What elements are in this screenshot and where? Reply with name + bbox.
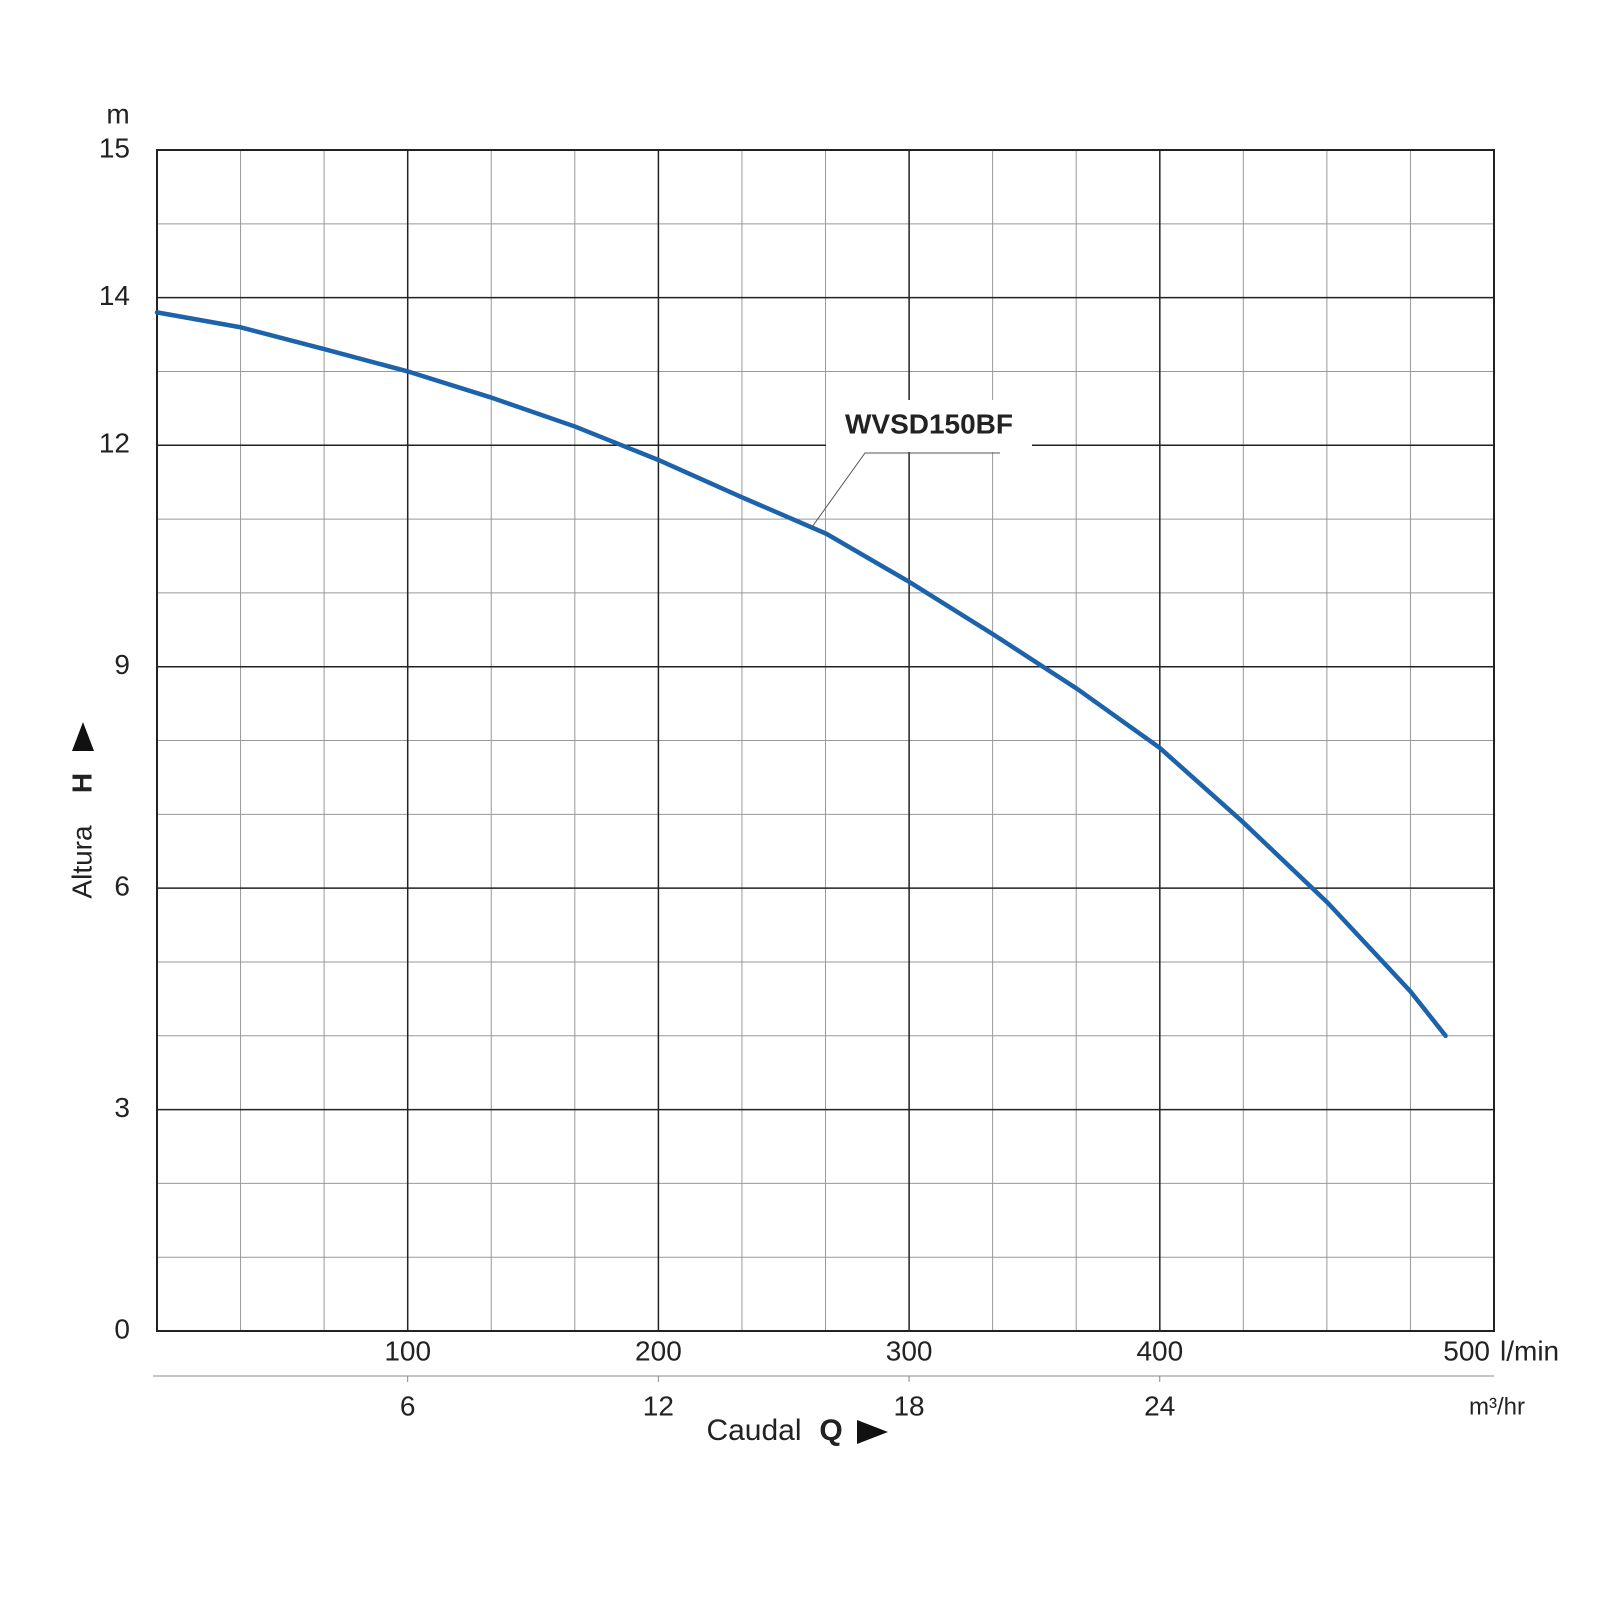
leader-line <box>811 452 1000 528</box>
y-arrow <box>72 722 94 751</box>
y-tick-label: 6 <box>114 871 130 902</box>
x-axis-symbol: Q <box>819 1414 842 1447</box>
x-axis-label: Caudal <box>706 1414 801 1447</box>
x-tick-label: 100 <box>384 1335 431 1366</box>
y-tick-label: 12 <box>99 428 130 459</box>
y-axis-label: Altura <box>66 825 97 899</box>
x2-tick-label: 24 <box>1144 1390 1175 1421</box>
x2-tick-label: 12 <box>643 1390 674 1421</box>
y-tick-label: 9 <box>114 649 130 680</box>
x-unit: l/min <box>1500 1335 1559 1366</box>
y-axis-symbol: H <box>66 773 97 793</box>
series-label: WVSD150BF <box>845 408 1013 439</box>
y-tick-label: 15 <box>99 132 130 163</box>
x2-unit: m³/hr <box>1469 1393 1525 1420</box>
curve <box>154 310 1448 1039</box>
x-tick-label: 200 <box>635 1335 682 1366</box>
y-tick-label: 14 <box>99 280 130 311</box>
label-bg <box>826 400 1032 452</box>
y-tick-label: 3 <box>114 1092 130 1123</box>
x-tick-label: 300 <box>886 1335 933 1366</box>
plot-frame <box>156 149 1495 1332</box>
y-tick-label: 0 <box>114 1313 130 1344</box>
x-arrow <box>857 1420 888 1444</box>
x2-tick-label: 18 <box>893 1390 924 1421</box>
x2-tick-label: 6 <box>400 1390 416 1421</box>
grid <box>157 149 1495 1332</box>
x-tick-label: 400 <box>1136 1335 1183 1366</box>
x-tick-label: 500 <box>1443 1335 1490 1366</box>
y-unit: m <box>106 98 129 129</box>
